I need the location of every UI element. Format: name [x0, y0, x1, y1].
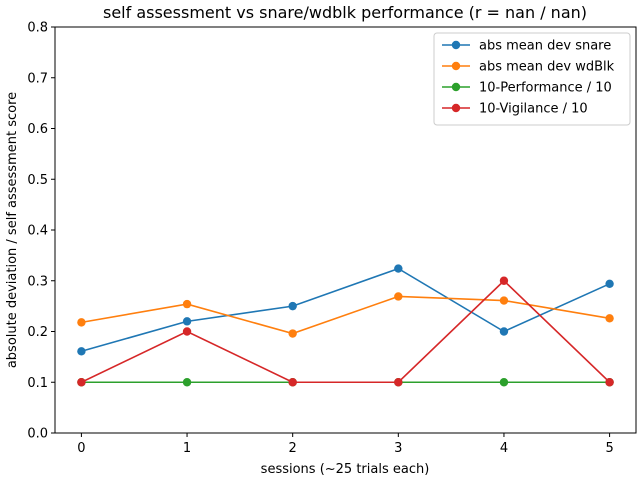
- y-tick-label: 0.7: [27, 71, 48, 86]
- y-tick-label: 0.6: [27, 122, 48, 137]
- x-tick-label: 5: [605, 441, 613, 456]
- y-tick-label: 0.0: [27, 427, 48, 442]
- data-point: [499, 276, 509, 285]
- legend-label: abs mean dev wdBlk: [479, 60, 615, 75]
- series-layer: [77, 264, 614, 387]
- y-tick-label: 0.1: [27, 376, 48, 391]
- data-point: [182, 299, 192, 309]
- legend-marker: [451, 40, 461, 50]
- data-point: [394, 378, 403, 387]
- plot-frame: [54, 26, 637, 434]
- data-point: [77, 318, 86, 327]
- x-axis-label: sessions (~25 trials each): [261, 462, 430, 477]
- chart-title: self assessment vs snare/wdblk performan…: [103, 3, 587, 22]
- axis-ticks: 0 1 2 3 4 5 0.0 0.1 0.2 0.3 0.4 0.5 0.6 0.7 0.8: [27, 21, 613, 457]
- data-point: [182, 317, 192, 326]
- data-point: [288, 378, 297, 387]
- data-point: [77, 378, 86, 387]
- series-line-1: [81, 295, 610, 335]
- y-tick-label: 0.2: [27, 325, 48, 340]
- series-line-0: [81, 267, 610, 353]
- legend-marker: [451, 82, 461, 92]
- legend-label: abs mean dev snare: [479, 39, 611, 54]
- data-point: [394, 292, 403, 301]
- y-tick-label: 0.4: [27, 224, 48, 239]
- legend-marker: [451, 103, 461, 113]
- y-tick-label: 0.3: [27, 274, 48, 289]
- data-point: [499, 378, 509, 387]
- legend-marker: [451, 61, 461, 71]
- data-point: [499, 327, 509, 336]
- data-point: [394, 264, 403, 273]
- legend-label: 10-Performance / 10: [479, 81, 612, 96]
- data-point: [605, 279, 614, 288]
- data-point: [77, 347, 86, 356]
- data-point: [182, 378, 192, 387]
- x-tick-label: 4: [500, 441, 508, 456]
- x-tick-label: 0: [77, 441, 85, 456]
- y-tick-label: 0.8: [27, 21, 48, 36]
- legend: abs mean dev snare abs mean dev wdBlk 10-P…: [433, 32, 631, 126]
- y-tick-label: 0.5: [27, 173, 48, 188]
- x-tick-label: 3: [394, 441, 402, 456]
- y-axis-label: absolute deviation / self assessment sco…: [5, 92, 20, 368]
- legend-box: [433, 32, 631, 126]
- data-point: [182, 327, 192, 336]
- data-point: [499, 296, 509, 305]
- data-point: [605, 378, 614, 387]
- data-point: [288, 301, 297, 311]
- x-tick-label: 2: [289, 441, 297, 456]
- data-point: [605, 314, 614, 323]
- series-line-3: [81, 279, 611, 384]
- x-tick-label: 1: [183, 441, 191, 456]
- legend-label: 10-Vigilance / 10: [479, 102, 588, 117]
- data-point: [288, 329, 297, 338]
